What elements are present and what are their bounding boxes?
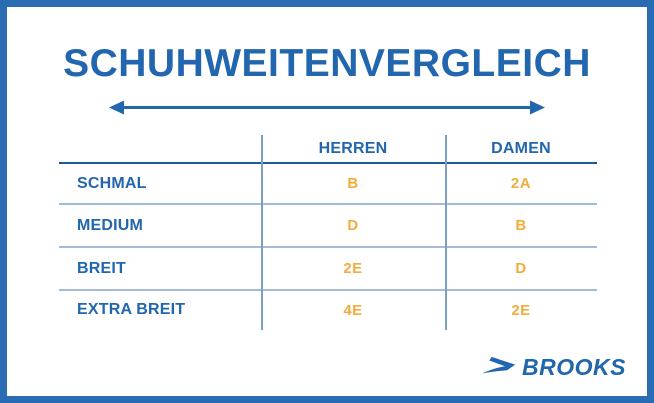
column-header-herren: HERREN [318, 140, 388, 157]
value-medium-herren: D [347, 217, 359, 234]
table-corner-blank [59, 135, 261, 163]
value-breit-damen: D [515, 260, 527, 277]
row-label-breit: BREIT [77, 259, 126, 277]
column-header-damen: DAMEN [491, 140, 551, 157]
value-extra-breit-herren: 4E [343, 301, 363, 319]
row-label-schmal: SCHMAL [77, 174, 147, 192]
row-separator-1 [59, 203, 597, 205]
row-label-medium: MEDIUM [77, 216, 144, 234]
value-breit-herren: 2E [343, 260, 363, 277]
value-medium-damen: B [515, 217, 527, 234]
brooks-chevron-icon [482, 355, 516, 380]
double-headed-arrow-icon [109, 99, 545, 116]
row-separator-2 [59, 246, 597, 248]
page-title: SCHUHWEITENVERGLEICH [63, 42, 591, 85]
row-separator-3 [59, 289, 597, 291]
header-underline [59, 162, 597, 164]
brooks-wordmark: BROOKS [522, 354, 626, 380]
value-schmal-herren: B [347, 175, 359, 192]
column-divider-1 [261, 135, 263, 330]
comparison-table: HERREN DAMEN SCHMAL B 2A MEDIUM D B BREI… [59, 135, 597, 330]
value-schmal-damen: 2A [510, 175, 532, 192]
brooks-logo: BROOKS [482, 355, 626, 380]
column-divider-2 [445, 135, 447, 330]
value-extra-breit-damen: 2E [511, 301, 531, 319]
row-label-extra-breit: EXTRA BREIT [77, 301, 186, 318]
